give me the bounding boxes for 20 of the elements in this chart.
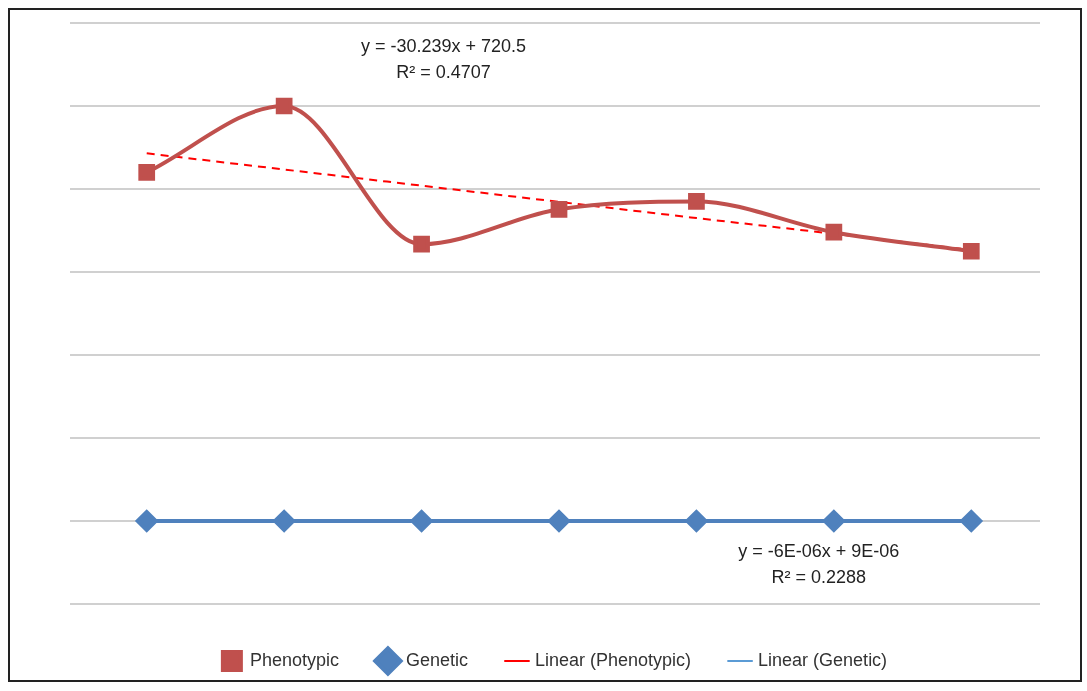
legend-label: Linear (Phenotypic) — [534, 649, 692, 670]
point — [135, 510, 158, 532]
text: y = -30.239x + 720.5 R² = 0.4707 — [361, 35, 527, 82]
legend-label: Phenotypic — [249, 649, 339, 670]
point — [688, 193, 705, 210]
point — [413, 235, 430, 253]
legend-label: Linear (Genetic) — [758, 649, 888, 670]
point — [275, 97, 293, 115]
point — [548, 510, 570, 532]
point — [410, 510, 433, 532]
point — [550, 200, 568, 218]
point — [962, 242, 980, 260]
point — [960, 510, 983, 532]
point — [685, 510, 708, 532]
text: y = -6E-06x + 9E-06 R² = 0.2288 — [738, 540, 900, 587]
point — [138, 164, 156, 181]
point — [273, 510, 296, 532]
point — [825, 223, 843, 241]
point — [822, 510, 845, 532]
legend-label: Genetic — [405, 649, 468, 670]
